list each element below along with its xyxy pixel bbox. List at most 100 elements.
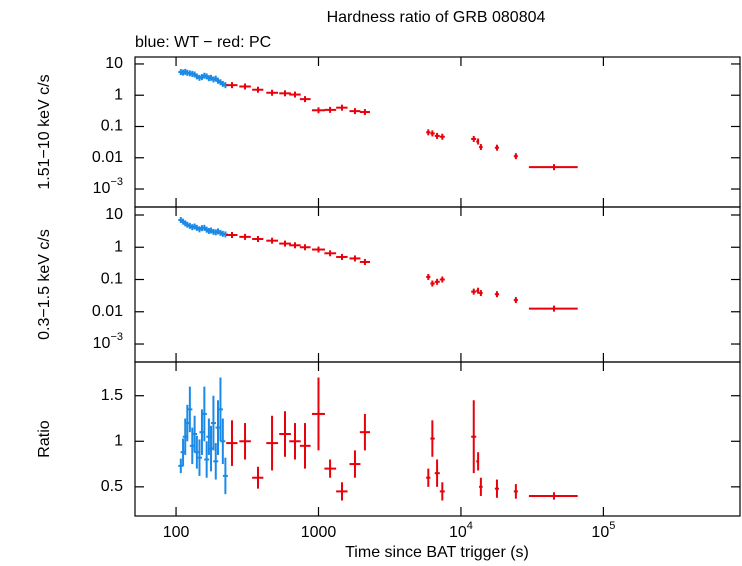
data-point <box>494 291 500 298</box>
data-point <box>220 418 226 465</box>
data-point <box>349 255 361 262</box>
data-point <box>187 386 193 433</box>
data-point <box>210 395 216 451</box>
data-point <box>430 280 435 287</box>
data-point <box>324 106 337 113</box>
data-point <box>252 86 264 93</box>
y-tick-label: 0.01 <box>92 149 123 166</box>
data-point <box>513 484 518 499</box>
x-tick-label: 100 <box>163 524 190 541</box>
y-tick-label-exponent: −3 <box>110 331 123 343</box>
data-point <box>279 411 291 457</box>
y-tick-label: 0.1 <box>101 271 123 288</box>
data-point <box>266 89 279 96</box>
data-point <box>430 130 435 137</box>
chart-subtitle: blue: WT − red: PC <box>135 34 271 51</box>
panel-frame <box>134 361 741 517</box>
data-point <box>513 153 518 160</box>
data-point <box>239 83 251 90</box>
data-point <box>359 413 371 451</box>
data-point <box>336 482 348 501</box>
data-point <box>359 109 371 116</box>
data-point <box>299 96 311 103</box>
data-point <box>528 492 578 500</box>
data-point <box>513 297 518 304</box>
data-point <box>196 439 202 476</box>
y-tick-label: 10 <box>105 55 123 72</box>
data-point <box>239 423 251 460</box>
data-point <box>439 133 445 140</box>
data-point <box>311 246 325 253</box>
data-point <box>226 231 238 238</box>
y-tick-label: 0.5 <box>101 478 123 495</box>
data-point <box>426 129 431 136</box>
data-point <box>204 441 210 478</box>
y-axis-label: 0.3−1.5 keV c/s <box>36 229 53 340</box>
data-point <box>311 377 325 451</box>
data-point <box>239 233 251 240</box>
panel-frame <box>134 56 741 208</box>
data-point <box>476 452 480 471</box>
data-point <box>476 287 480 294</box>
data-point <box>192 415 198 453</box>
data-point <box>528 164 578 171</box>
data-point <box>289 423 301 460</box>
y-tick-label-base: 10 <box>93 335 111 352</box>
data-point <box>479 290 483 297</box>
data-point <box>252 466 264 489</box>
data-point <box>289 242 301 249</box>
y-tick-label: 10−3 <box>93 331 123 352</box>
data-point <box>434 278 440 285</box>
data-point <box>324 459 337 478</box>
y-axis-label: Ratio <box>36 420 53 457</box>
data-point <box>279 240 291 247</box>
y-tick-label: 1.5 <box>101 387 123 404</box>
x-axis-label: Time since BAT trigger (s) <box>345 544 529 561</box>
x-tick-label-exponent: 4 <box>467 520 473 532</box>
data-point <box>426 468 431 487</box>
x-tick-label-base: 10 <box>591 524 609 541</box>
data-point <box>471 288 477 295</box>
y-tick-label: 1 <box>114 432 123 449</box>
data-point <box>336 104 348 111</box>
x-tick-label: 105 <box>591 520 615 541</box>
data-point <box>299 244 311 251</box>
data-point <box>471 400 477 474</box>
x-tick-label: 1000 <box>301 524 337 541</box>
data-point <box>201 386 207 442</box>
data-point <box>226 82 238 89</box>
data-point <box>479 477 483 496</box>
data-point <box>252 236 264 243</box>
data-point <box>266 237 279 244</box>
data-point <box>494 144 500 151</box>
data-point <box>349 450 361 478</box>
data-point <box>471 135 477 142</box>
data-point <box>359 258 371 265</box>
x-tick-label-exponent: 5 <box>609 520 615 532</box>
data-point <box>324 250 337 257</box>
y-tick-label: 0.01 <box>92 303 123 320</box>
data-point <box>439 276 445 283</box>
data-point <box>226 420 238 466</box>
data-point <box>434 132 440 139</box>
data-point <box>426 273 431 280</box>
data-point <box>439 482 445 501</box>
data-point <box>494 479 500 498</box>
data-point <box>349 108 361 115</box>
y-tick-label-exponent: −3 <box>110 176 123 188</box>
data-point <box>279 90 291 97</box>
data-point <box>311 107 325 114</box>
data-point <box>299 423 311 469</box>
data-point <box>479 144 483 151</box>
y-tick-label: 0.1 <box>101 118 123 135</box>
y-tick-label: 10 <box>105 206 123 223</box>
y-tick-label: 1 <box>114 238 123 255</box>
x-tick-label: 104 <box>449 520 473 541</box>
data-point <box>213 443 219 480</box>
x-tick-label-base: 10 <box>449 524 467 541</box>
data-point <box>266 415 279 471</box>
chart-title: Hardness ratio of GRB 080804 <box>327 9 546 26</box>
y-tick-label-base: 10 <box>93 180 111 197</box>
data-point <box>289 91 301 98</box>
